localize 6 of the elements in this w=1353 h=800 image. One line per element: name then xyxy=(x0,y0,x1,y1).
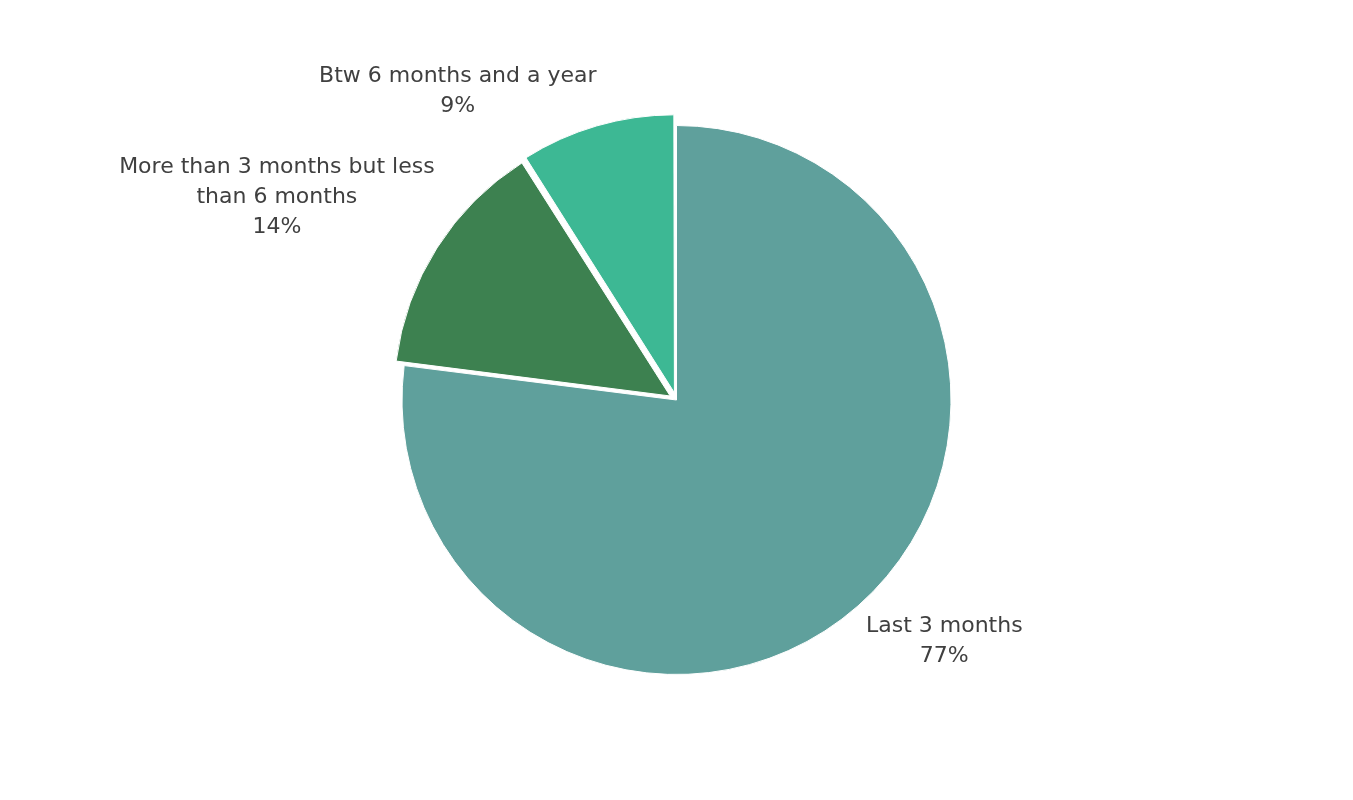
slice-label: Btw 6 months and a year xyxy=(319,61,598,87)
slice-label: Last 3 months xyxy=(865,611,1023,637)
data-label: 14% xyxy=(252,213,302,239)
data-label: 77% xyxy=(919,641,969,667)
slice-label: More than 3 months but less than 6 months xyxy=(119,153,435,209)
data-label: 9% xyxy=(440,91,476,117)
